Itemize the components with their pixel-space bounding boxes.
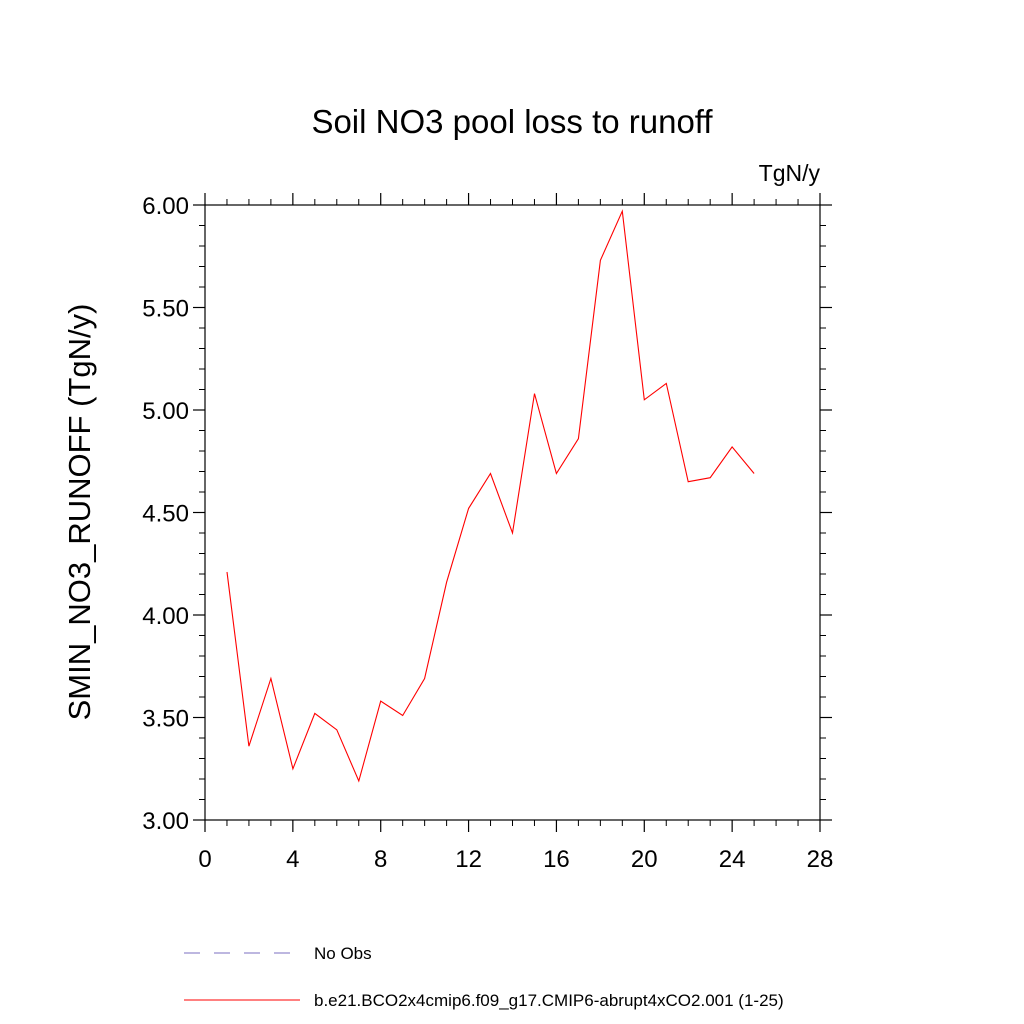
legend-label: b.e21.BCO2x4cmip6.f09_g17.CMIP6-abrupt4x… <box>314 991 784 1010</box>
plot-area <box>226 209 755 783</box>
x-tick-label: 4 <box>286 846 299 873</box>
units-label: TgN/y <box>759 160 821 186</box>
x-tick-label: 16 <box>543 846 570 873</box>
series-line <box>226 209 755 783</box>
y-tick-label: 5.50 <box>142 296 189 323</box>
y-tick-label: 4.50 <box>142 501 189 528</box>
x-tick-label: 8 <box>374 846 387 873</box>
y-tick-label: 4.00 <box>142 603 189 630</box>
y-tick-label: 3.50 <box>142 706 189 733</box>
x-tick-label: 20 <box>631 846 658 873</box>
x-tick-label: 12 <box>455 846 482 873</box>
y-tick-label: 3.00 <box>142 808 189 835</box>
y-axis-label: SMIN_NO3_RUNOFF (TgN/y) <box>62 304 97 721</box>
y-tick-label: 6.00 <box>142 193 189 220</box>
legend: No Obs b.e21.BCO2x4cmip6.f09_g17.CMIP6-ab… <box>184 944 784 1010</box>
chart-title: Soil NO3 pool loss to runoff <box>311 103 713 140</box>
x-tick-label: 0 <box>198 846 211 873</box>
y-tick-label: 5.00 <box>142 398 189 425</box>
x-tick-label: 24 <box>719 846 746 873</box>
plot-frame <box>204 204 821 821</box>
legend-label: No Obs <box>314 944 372 963</box>
x-tick-label: 28 <box>807 846 834 873</box>
axis-ticks: 0 4 8 12 16 20 24 28 3.00 3.50 4.00 4.50 5.00 5.50 6.0… <box>142 193 833 873</box>
